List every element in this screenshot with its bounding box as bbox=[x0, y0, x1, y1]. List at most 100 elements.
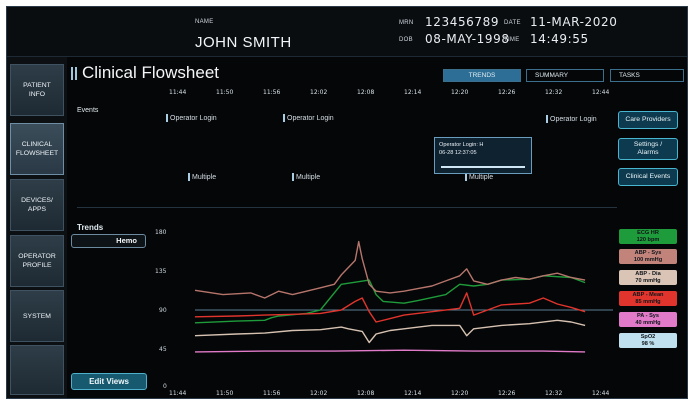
param-value: 70 mmHg bbox=[635, 277, 661, 284]
param-value: 120 bpm bbox=[636, 236, 660, 243]
sidebar-item-label: SYSTEM bbox=[23, 312, 51, 320]
param-value: 100 mmHg bbox=[633, 256, 663, 263]
event-marker[interactable]: Multiple bbox=[292, 173, 320, 181]
time-tick: 11:50 bbox=[216, 390, 234, 397]
param-name: ABP - Sys bbox=[634, 249, 662, 256]
param-spo2[interactable]: SpO2 98 % bbox=[619, 333, 677, 348]
sidebar-item-label: PROFILE bbox=[22, 262, 52, 269]
event-marker[interactable]: Multiple bbox=[188, 173, 216, 181]
param-ecg-hr[interactable]: ECG HR 120 bpm bbox=[619, 229, 677, 244]
clinical-events-button[interactable]: Clinical Events bbox=[618, 168, 678, 186]
sidebar: PATIENT INFO CLINICAL FLOWSHEET DEVICES/AP… bbox=[7, 57, 67, 398]
trend-view-selector[interactable]: Hemo bbox=[71, 234, 146, 248]
param-name: PA - Sys bbox=[636, 312, 660, 319]
event-marker[interactable]: Operator Login bbox=[546, 115, 597, 123]
settings-alarms-button[interactable]: Settings / Alarms bbox=[618, 138, 678, 160]
series-pa-sys bbox=[194, 349, 586, 353]
time-value: 14:49:55 bbox=[530, 32, 589, 46]
y-tick: 180 bbox=[155, 229, 167, 236]
button-label: Clinical Events bbox=[625, 173, 671, 180]
tab-summary[interactable]: SUMMARY bbox=[526, 69, 604, 82]
page-title: Clinical Flowsheet bbox=[82, 63, 219, 82]
sidebar-item-label: INFO bbox=[28, 91, 46, 98]
patient-header: NAME JOHN SMITH MRN 123456789 DOB 08-MAY… bbox=[7, 7, 687, 57]
edit-views-button[interactable]: Edit Views bbox=[71, 373, 147, 390]
time-label: TIME bbox=[504, 37, 520, 43]
dob-label: DOB bbox=[399, 37, 413, 43]
series-abp-mean bbox=[194, 292, 586, 323]
time-tick: 12:20 bbox=[451, 390, 469, 397]
care-providers-button[interactable]: Care Providers bbox=[618, 111, 678, 129]
param-abp-dia[interactable]: ABP - Dia 70 mmHg bbox=[619, 270, 677, 285]
time-tick: 12:44 bbox=[592, 89, 610, 96]
button-label: Settings / bbox=[633, 141, 663, 148]
param-name: ECG HR bbox=[637, 229, 659, 236]
trend-chart bbox=[194, 240, 613, 353]
trends-label: Trends bbox=[77, 223, 104, 232]
tooltip-title: Operator Login: H bbox=[439, 142, 484, 148]
button-label: Care Providers bbox=[625, 116, 671, 123]
events-label: Events bbox=[77, 107, 99, 114]
button-label: Alarms bbox=[637, 149, 659, 156]
param-value: 98 % bbox=[641, 340, 655, 347]
time-tick: 11:56 bbox=[263, 89, 281, 96]
sidebar-item-devices-apps[interactable]: DEVICES/APPS bbox=[10, 179, 64, 231]
sidebar-item-system[interactable]: SYSTEM bbox=[10, 290, 64, 342]
param-abp-sys[interactable]: ABP - Sys 100 mmHg bbox=[619, 249, 677, 264]
tooltip-progress bbox=[441, 166, 525, 168]
sidebar-item-label: DEVICES/ bbox=[21, 197, 53, 204]
sidebar-item-patient-info[interactable]: PATIENT INFO bbox=[10, 64, 64, 116]
time-tick: 12:14 bbox=[404, 89, 422, 96]
time-tick: 12:44 bbox=[592, 390, 610, 397]
event-marker[interactable]: Operator Login bbox=[166, 114, 217, 122]
monitor-screen: NAME JOHN SMITH MRN 123456789 DOB 08-MAY… bbox=[6, 6, 688, 399]
series-abp-dia bbox=[194, 319, 586, 344]
mrn-value: 123456789 bbox=[425, 15, 500, 29]
sidebar-item-empty[interactable] bbox=[10, 345, 64, 395]
date-label: DATE bbox=[504, 20, 521, 26]
y-tick: 0 bbox=[163, 383, 167, 390]
event-text: Operator Login bbox=[287, 114, 334, 122]
event-text: Multiple bbox=[296, 173, 321, 181]
event-text: Operator Login bbox=[550, 115, 597, 123]
time-tick: 12:14 bbox=[404, 390, 422, 397]
param-value: 40 mmHg bbox=[635, 319, 661, 326]
sidebar-item-label: CLINICAL bbox=[21, 141, 53, 148]
sidebar-item-label: APPS bbox=[27, 206, 47, 213]
time-tick: 12:02 bbox=[310, 390, 328, 397]
time-tick: 12:26 bbox=[498, 89, 516, 96]
tab-trends[interactable]: TRENDS bbox=[443, 69, 521, 82]
date-value: 11-MAR-2020 bbox=[530, 15, 618, 29]
sidebar-item-label: PATIENT bbox=[23, 82, 51, 89]
tooltip-time: 06-28 12:37:05 bbox=[439, 150, 477, 156]
sidebar-item-operator-profile[interactable]: OPERATOR PROFILE bbox=[10, 235, 64, 287]
event-marker[interactable]: Operator Login bbox=[283, 114, 334, 122]
time-tick: 11:56 bbox=[263, 390, 281, 397]
time-tick: 11:50 bbox=[216, 89, 234, 96]
time-tick: 12:20 bbox=[451, 89, 469, 96]
tab-tasks[interactable]: TASKS bbox=[610, 69, 684, 82]
dob-value: 08-MAY-1998 bbox=[425, 32, 510, 46]
series-ecg-hr bbox=[194, 275, 586, 324]
time-tick: 12:08 bbox=[357, 390, 375, 397]
param-pa-sys[interactable]: PA - Sys 40 mmHg bbox=[619, 312, 677, 327]
event-tooltip: Operator Login: H 06-28 12:37:05 bbox=[434, 137, 532, 174]
param-value: 85 mmHg bbox=[635, 298, 661, 305]
event-text: Multiple bbox=[192, 173, 217, 181]
patient-name: JOHN SMITH bbox=[195, 34, 292, 51]
sidebar-item-label: FLOWSHEET bbox=[15, 150, 59, 157]
time-tick: 12:26 bbox=[498, 390, 516, 397]
series-abp-sys bbox=[194, 240, 586, 299]
sidebar-item-label: OPERATOR bbox=[18, 253, 56, 260]
param-name: ABP - Mean bbox=[632, 291, 664, 298]
event-text: Multiple bbox=[469, 173, 494, 181]
param-abp-mean[interactable]: ABP - Mean 85 mmHg bbox=[619, 291, 677, 306]
time-tick: 11:44 bbox=[169, 390, 187, 397]
section-divider bbox=[77, 207, 617, 208]
time-tick: 12:02 bbox=[310, 89, 328, 96]
event-marker[interactable]: Multiple bbox=[465, 173, 493, 181]
sidebar-item-clinical-flowsheet[interactable]: CLINICAL FLOWSHEET bbox=[10, 123, 64, 175]
name-label: NAME bbox=[195, 19, 214, 25]
mrn-label: MRN bbox=[399, 20, 414, 26]
time-tick: 11:44 bbox=[169, 89, 187, 96]
